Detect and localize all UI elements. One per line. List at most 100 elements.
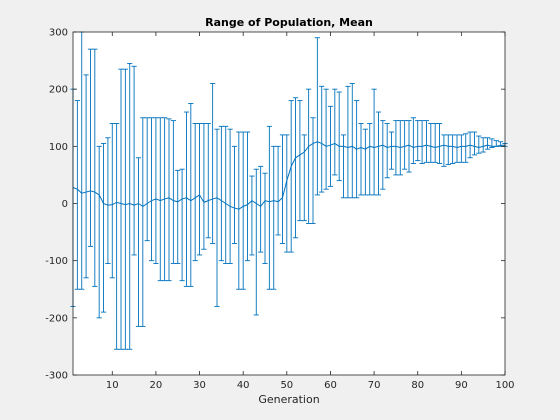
error-bar bbox=[100, 143, 107, 313]
error-bar bbox=[249, 175, 255, 256]
error-bar bbox=[371, 88, 377, 196]
error-bar bbox=[314, 37, 320, 196]
x-axis-label: Generation bbox=[258, 393, 319, 406]
mean-line bbox=[72, 141, 505, 210]
error-bar bbox=[402, 120, 408, 170]
error-bar bbox=[192, 123, 198, 262]
error-bar bbox=[419, 120, 425, 164]
error-bar bbox=[284, 134, 290, 253]
error-bar bbox=[423, 120, 430, 163]
error-bar bbox=[441, 134, 447, 167]
plot-area bbox=[73, 32, 505, 375]
error-bar bbox=[253, 168, 259, 316]
y-axis: -300 -200 -100 0 100 200 300 bbox=[45, 28, 505, 382]
error-bar bbox=[240, 131, 246, 290]
error-bar bbox=[183, 111, 190, 287]
y-tick-label: 0 bbox=[62, 199, 68, 210]
error-bar bbox=[196, 123, 203, 256]
error-bar bbox=[327, 105, 334, 187]
error-bar bbox=[201, 123, 207, 250]
x-tick-label: 70 bbox=[368, 380, 381, 391]
error-bar bbox=[179, 168, 185, 282]
error-bar bbox=[375, 111, 382, 196]
error-bar bbox=[388, 131, 395, 170]
y-tick-label: 300 bbox=[49, 28, 68, 39]
error-bar bbox=[454, 134, 460, 163]
error-bar bbox=[83, 74, 89, 279]
error-bar bbox=[297, 100, 303, 222]
error-bar bbox=[393, 120, 399, 176]
error-bar bbox=[175, 169, 181, 264]
error-bar bbox=[153, 117, 159, 264]
error-bar bbox=[114, 123, 120, 350]
error-bar bbox=[428, 123, 434, 163]
y-tick-label: -100 bbox=[45, 256, 68, 267]
error-bar bbox=[118, 68, 124, 350]
x-tick-label: 20 bbox=[150, 380, 163, 391]
x-tick-label: 50 bbox=[280, 380, 293, 391]
chart-title: Range of Population, Mean bbox=[205, 16, 373, 29]
error-bar bbox=[92, 48, 98, 287]
error-bar bbox=[244, 131, 251, 262]
x-tick-label: 10 bbox=[106, 380, 119, 391]
error-bar bbox=[288, 100, 294, 253]
x-axis: 10 20 30 40 50 60 70 80 90 100 bbox=[106, 32, 515, 391]
x-tick-label: 60 bbox=[324, 380, 337, 391]
error-bar bbox=[144, 117, 150, 242]
error-bar bbox=[336, 91, 342, 182]
error-bar bbox=[262, 172, 268, 264]
error-bar bbox=[279, 134, 286, 244]
error-bar bbox=[367, 123, 373, 196]
error-bar bbox=[410, 117, 416, 164]
error-bar bbox=[271, 145, 277, 290]
error-bar bbox=[362, 128, 368, 196]
error-bar bbox=[358, 123, 364, 196]
x-tick-label: 100 bbox=[495, 380, 514, 391]
error-bar bbox=[166, 118, 172, 282]
error-bar bbox=[105, 137, 111, 264]
error-bar bbox=[148, 117, 155, 262]
error-bar bbox=[157, 117, 163, 282]
error-bar bbox=[122, 68, 128, 350]
error-bar bbox=[306, 88, 312, 224]
error-bar bbox=[480, 137, 486, 153]
error-bar bbox=[188, 103, 194, 287]
error-bar bbox=[349, 82, 355, 199]
y-tick-label: 100 bbox=[49, 142, 68, 153]
error-bar bbox=[450, 134, 456, 164]
error-bar bbox=[135, 157, 142, 327]
error-bar bbox=[463, 133, 469, 163]
error-bar bbox=[210, 82, 216, 244]
error-bar bbox=[345, 85, 351, 199]
error-bar bbox=[205, 123, 211, 239]
error-bar bbox=[87, 48, 94, 247]
error-bar bbox=[266, 125, 272, 290]
x-tick-label: 30 bbox=[193, 380, 206, 391]
error-bar bbox=[406, 120, 412, 173]
error-bar bbox=[319, 85, 325, 193]
error-bar bbox=[471, 131, 478, 156]
error-bar bbox=[236, 131, 242, 290]
error-bar bbox=[127, 62, 133, 350]
error-bar bbox=[74, 100, 80, 290]
error-bar bbox=[223, 125, 229, 264]
error-bar bbox=[380, 120, 386, 190]
x-tick-label: 80 bbox=[411, 380, 424, 391]
error-bar bbox=[109, 123, 115, 279]
error-bar bbox=[96, 145, 102, 319]
error-bar bbox=[340, 134, 347, 199]
error-bars bbox=[70, 31, 508, 350]
error-bar bbox=[227, 128, 233, 264]
y-tick-label: -300 bbox=[45, 371, 68, 382]
error-bar bbox=[323, 88, 329, 190]
error-bar bbox=[310, 117, 316, 224]
error-bar bbox=[231, 145, 238, 244]
y-tick-label: -200 bbox=[45, 313, 68, 324]
x-tick-label: 40 bbox=[237, 380, 250, 391]
error-bar bbox=[445, 134, 451, 166]
error-bar bbox=[436, 123, 443, 164]
error-bar bbox=[415, 120, 421, 162]
error-bar bbox=[292, 97, 299, 239]
error-bar bbox=[258, 165, 264, 253]
